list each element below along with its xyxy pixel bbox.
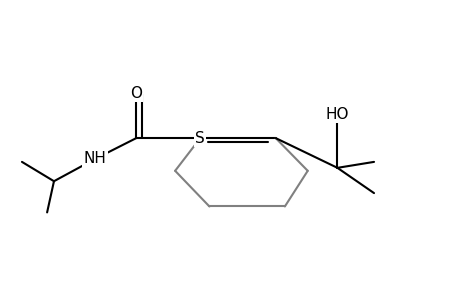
Text: NH: NH <box>84 152 106 166</box>
Text: O: O <box>130 86 142 101</box>
Text: S: S <box>195 130 205 146</box>
Text: HO: HO <box>325 107 348 122</box>
